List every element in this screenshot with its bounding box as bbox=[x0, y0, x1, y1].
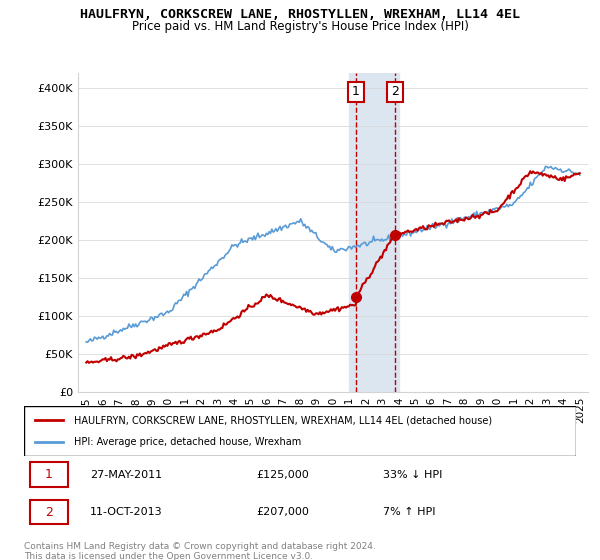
FancyBboxPatch shape bbox=[29, 500, 68, 524]
Bar bbox=[349, 73, 399, 392]
Text: HPI: Average price, detached house, Wrexham: HPI: Average price, detached house, Wrex… bbox=[74, 437, 301, 447]
Text: 11-OCT-2013: 11-OCT-2013 bbox=[90, 507, 163, 517]
Text: 7% ↑ HPI: 7% ↑ HPI bbox=[383, 507, 436, 517]
Text: Contains HM Land Registry data © Crown copyright and database right 2024.
This d: Contains HM Land Registry data © Crown c… bbox=[24, 542, 376, 560]
FancyBboxPatch shape bbox=[24, 406, 576, 456]
FancyBboxPatch shape bbox=[29, 463, 68, 487]
Text: 33% ↓ HPI: 33% ↓ HPI bbox=[383, 469, 442, 479]
Text: 2: 2 bbox=[45, 506, 53, 519]
Text: HAULFRYN, CORKSCREW LANE, RHOSTYLLEN, WREXHAM, LL14 4EL (detached house): HAULFRYN, CORKSCREW LANE, RHOSTYLLEN, WR… bbox=[74, 415, 492, 425]
Text: £125,000: £125,000 bbox=[256, 469, 308, 479]
Text: £207,000: £207,000 bbox=[256, 507, 309, 517]
Text: 27-MAY-2011: 27-MAY-2011 bbox=[90, 469, 163, 479]
Text: 1: 1 bbox=[352, 85, 360, 99]
Text: 2: 2 bbox=[391, 85, 399, 99]
Text: Price paid vs. HM Land Registry's House Price Index (HPI): Price paid vs. HM Land Registry's House … bbox=[131, 20, 469, 32]
Text: 1: 1 bbox=[45, 468, 53, 481]
Text: HAULFRYN, CORKSCREW LANE, RHOSTYLLEN, WREXHAM, LL14 4EL: HAULFRYN, CORKSCREW LANE, RHOSTYLLEN, WR… bbox=[80, 8, 520, 21]
